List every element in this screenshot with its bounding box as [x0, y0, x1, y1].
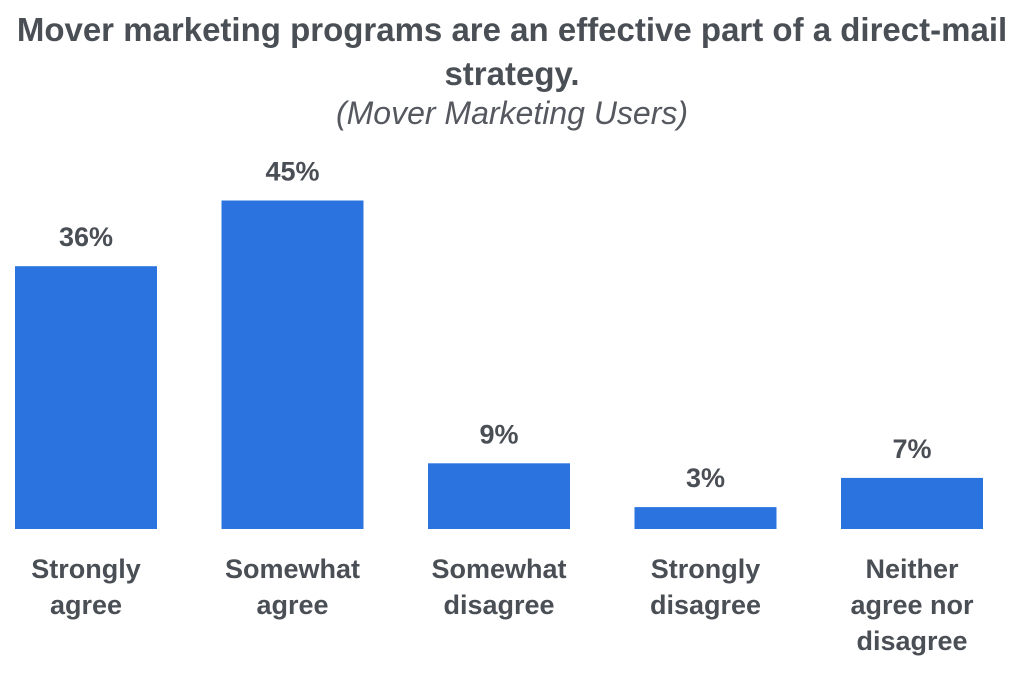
- bar-0: [15, 266, 157, 529]
- category-label-1-line-0: Somewhat: [225, 554, 360, 584]
- category-label-3-line-1: disagree: [650, 590, 761, 620]
- category-label-2-line-0: Somewhat: [431, 554, 566, 584]
- category-label-4-line-0: Neither: [865, 554, 959, 584]
- category-label-4-line-1: agree nor: [850, 590, 974, 620]
- category-label-1-line-1: agree: [256, 590, 328, 620]
- value-label-1: 45%: [265, 157, 319, 187]
- value-label-3: 3%: [686, 463, 725, 493]
- category-label-3-line-0: Strongly: [651, 554, 761, 584]
- chart-subtitle: (Mover Marketing Users): [335, 95, 689, 131]
- bar-3: [634, 507, 777, 529]
- value-label-0: 36%: [59, 222, 113, 252]
- chart-title: Mover marketing programs are an effectiv…: [16, 11, 1008, 92]
- category-label-0-line-1: agree: [50, 590, 122, 620]
- bar-1: [221, 200, 364, 529]
- category-label-0-line-0: Strongly: [31, 554, 141, 584]
- category-label-4-line-2: disagree: [856, 626, 967, 656]
- bar-2: [428, 463, 570, 529]
- bar-4: [841, 477, 983, 529]
- value-label-4: 7%: [892, 434, 931, 464]
- category-label-2-line-1: disagree: [443, 590, 554, 620]
- value-label-2: 9%: [479, 419, 518, 449]
